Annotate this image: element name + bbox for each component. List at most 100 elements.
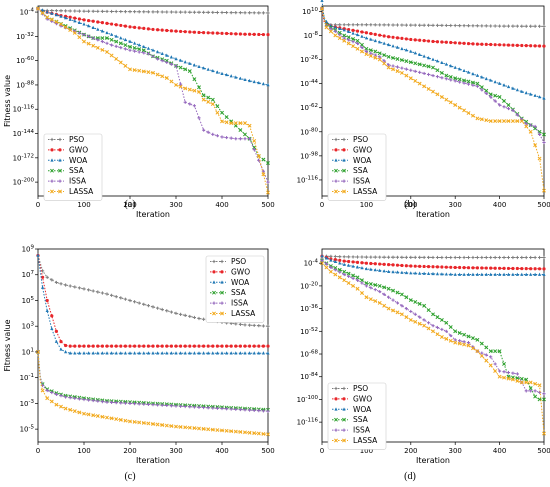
- chart-panel-d: 0 100 200 300 400 500 10-4 10-20 10-36 10-52 10-68…: [297, 248, 550, 482]
- data-point-pso: [471, 255, 475, 260]
- data-point-gwo: [119, 23, 123, 28]
- series-woa: [36, 253, 270, 355]
- data-point-pso: [261, 11, 265, 15]
- data-point-issa: [165, 60, 169, 64]
- data-point-gwo: [444, 265, 448, 269]
- data-point-lassa: [373, 299, 378, 303]
- data-point-gwo: [404, 264, 408, 268]
- data-point-issa: [234, 407, 238, 411]
- data-point-gwo: [151, 344, 155, 348]
- data-point-woa: [91, 25, 95, 29]
- data-point-lassa: [342, 278, 347, 283]
- legend-label: PSO: [353, 135, 368, 144]
- data-point-pso: [440, 23, 444, 28]
- data-point-gwo: [211, 31, 215, 35]
- data-point-woa: [252, 351, 256, 355]
- data-point-gwo: [45, 298, 49, 303]
- data-point-pso: [351, 23, 355, 27]
- data-point-gwo: [82, 18, 86, 22]
- data-point-ssa: [386, 54, 391, 59]
- data-point-gwo: [137, 344, 141, 348]
- data-point-issa: [179, 82, 183, 86]
- data-point-woa: [59, 347, 63, 351]
- data-point-issa: [542, 392, 546, 396]
- data-point-pso: [261, 324, 265, 328]
- data-point-pso: [355, 255, 360, 259]
- data-point-woa: [506, 272, 511, 276]
- data-point-lassa: [444, 336, 449, 341]
- data-point-pso: [506, 24, 511, 28]
- data-point-lassa: [164, 76, 169, 80]
- data-point-gwo: [151, 27, 155, 32]
- data-point-lassa: [151, 70, 155, 75]
- data-point-gwo: [179, 344, 183, 348]
- data-point-ssa: [422, 303, 427, 308]
- data-point-woa: [36, 253, 40, 257]
- legend-marker-issa: [334, 428, 338, 432]
- data-point-gwo: [520, 43, 524, 48]
- data-point-woa: [114, 351, 118, 355]
- data-point-pso: [364, 23, 368, 27]
- data-point-woa: [413, 271, 417, 275]
- x-tick-label: 400: [215, 447, 228, 455]
- data-point-lassa: [174, 424, 178, 429]
- legend-marker-woa: [342, 158, 346, 162]
- data-point-issa: [225, 135, 229, 140]
- data-point-woa: [77, 20, 81, 24]
- data-point-woa: [466, 272, 471, 276]
- data-point-pso: [378, 23, 382, 27]
- data-point-gwo: [100, 21, 104, 25]
- data-point-ssa: [137, 47, 142, 52]
- series-issa: [320, 7, 546, 145]
- data-point-lassa: [377, 57, 382, 62]
- data-point-ssa: [435, 68, 440, 73]
- data-point-gwo: [422, 39, 426, 43]
- data-point-gwo: [202, 31, 206, 35]
- data-point-pso: [542, 255, 546, 260]
- data-point-ssa: [479, 85, 484, 90]
- data-point-issa: [188, 405, 192, 409]
- data-point-woa: [179, 58, 183, 62]
- data-point-issa: [502, 370, 506, 374]
- data-point-gwo: [422, 264, 426, 269]
- data-point-gwo: [243, 344, 247, 348]
- data-point-gwo: [462, 41, 466, 45]
- data-point-pso: [462, 255, 466, 260]
- data-point-lassa: [123, 418, 128, 423]
- data-point-lassa: [114, 56, 119, 61]
- legend-marker-pso: [342, 386, 346, 391]
- data-point-issa: [502, 105, 506, 109]
- data-point-pso: [220, 10, 224, 15]
- data-point-pso: [59, 282, 63, 286]
- data-point-woa: [82, 351, 86, 355]
- data-point-woa: [395, 270, 400, 274]
- data-point-gwo: [409, 37, 413, 42]
- data-point-woa: [378, 40, 382, 44]
- data-point-ssa: [493, 93, 498, 98]
- data-point-lassa: [422, 323, 427, 328]
- data-point-woa: [202, 66, 206, 70]
- data-point-pso: [338, 255, 342, 259]
- data-point-pso: [511, 24, 515, 28]
- data-point-pso: [404, 255, 408, 259]
- series-lassa: [320, 261, 546, 436]
- data-point-issa: [238, 407, 242, 412]
- data-point-pso: [174, 311, 178, 315]
- data-point-issa: [225, 407, 229, 411]
- data-point-issa: [480, 88, 484, 92]
- data-point-woa: [444, 62, 448, 66]
- data-point-issa: [511, 371, 515, 375]
- data-point-pso: [238, 11, 242, 15]
- chart-panel-b: 0 100 200 300 400 500 1010 10-8 10-26 10-44 10-62 1…: [297, 0, 550, 219]
- data-point-issa: [515, 113, 519, 117]
- data-point-woa: [179, 351, 183, 355]
- y-tick-label: 109: [22, 245, 35, 254]
- data-point-pso: [169, 10, 173, 14]
- legend-item-pso: PSO: [210, 257, 246, 266]
- data-point-ssa: [542, 132, 546, 137]
- data-point-ssa: [408, 60, 413, 65]
- data-point-gwo: [426, 39, 431, 43]
- data-point-gwo: [466, 266, 471, 270]
- data-point-pso: [404, 23, 408, 27]
- data-point-lassa: [462, 108, 467, 113]
